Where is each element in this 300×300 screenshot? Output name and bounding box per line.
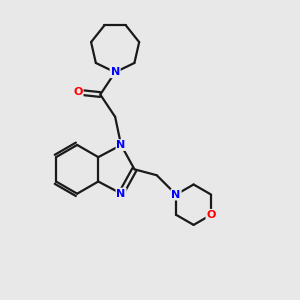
Text: O: O bbox=[206, 210, 216, 220]
Text: N: N bbox=[116, 189, 126, 199]
Text: O: O bbox=[73, 87, 83, 97]
Text: N: N bbox=[110, 67, 120, 77]
Text: N: N bbox=[172, 190, 181, 200]
Text: N: N bbox=[116, 140, 126, 150]
